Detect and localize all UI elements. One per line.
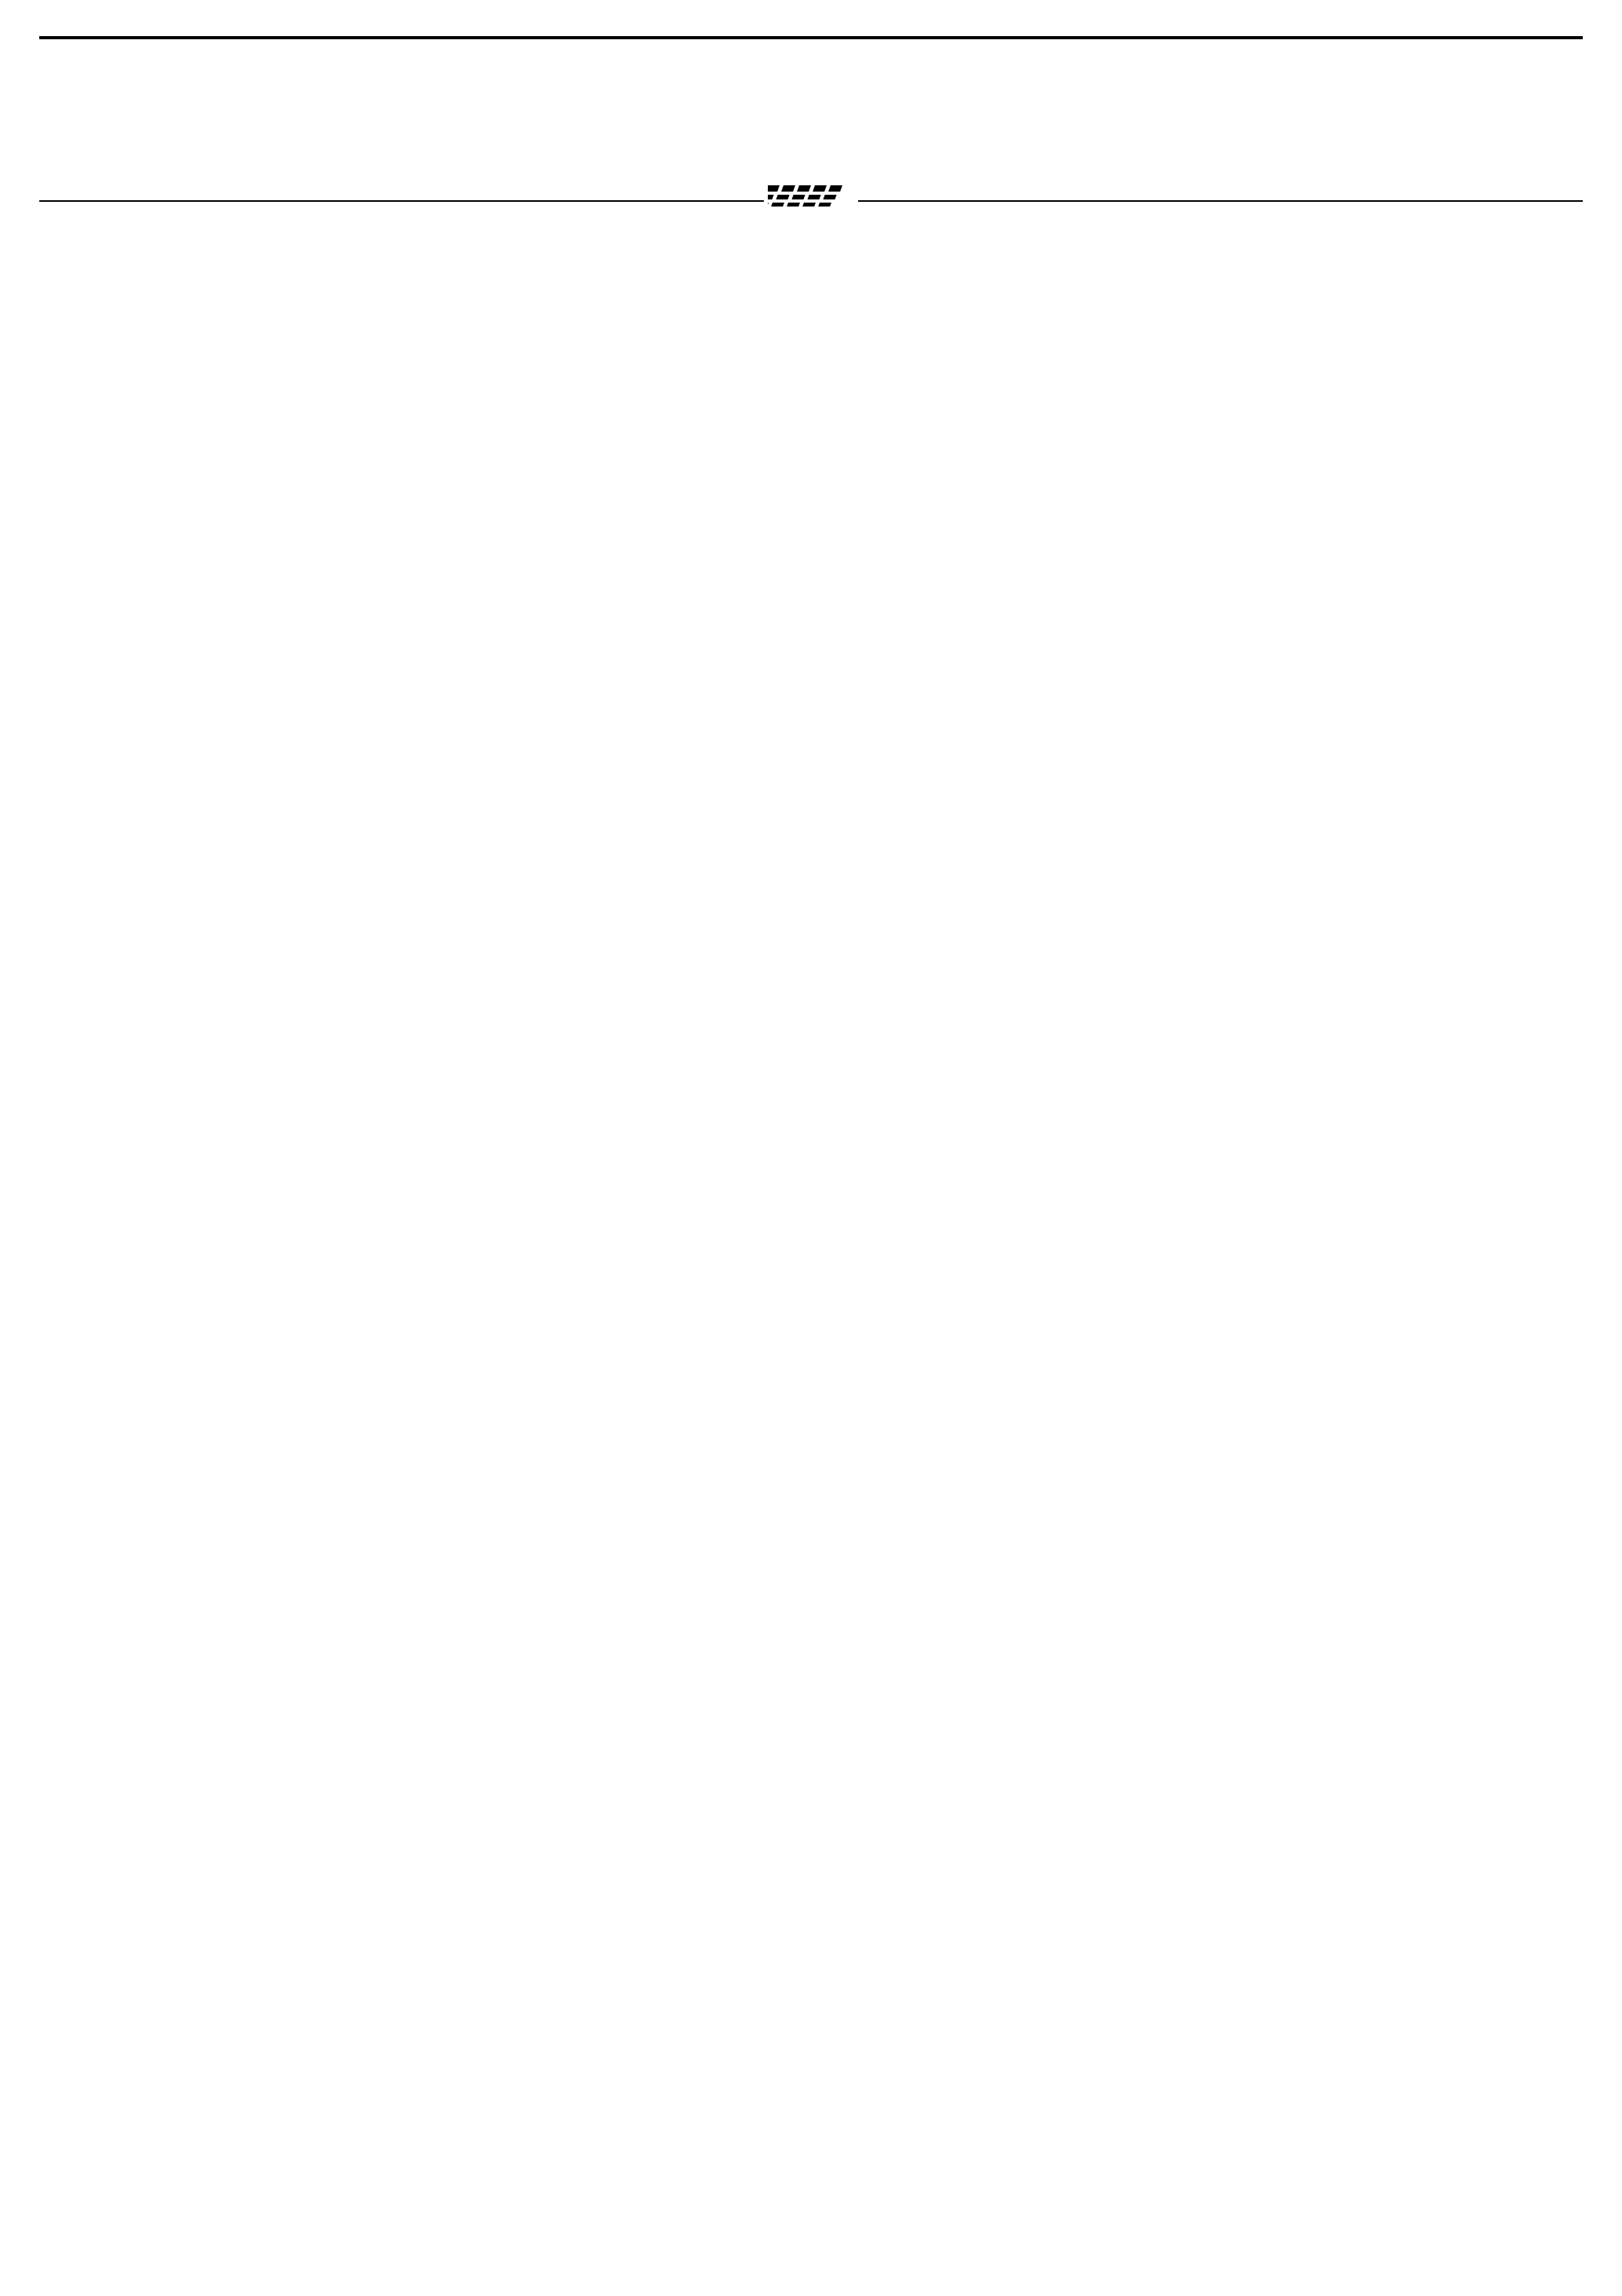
page-footer: [39, 185, 1583, 216]
ac-note: [39, 148, 1583, 162]
top-rule: [39, 36, 1583, 39]
logo: [764, 185, 858, 216]
